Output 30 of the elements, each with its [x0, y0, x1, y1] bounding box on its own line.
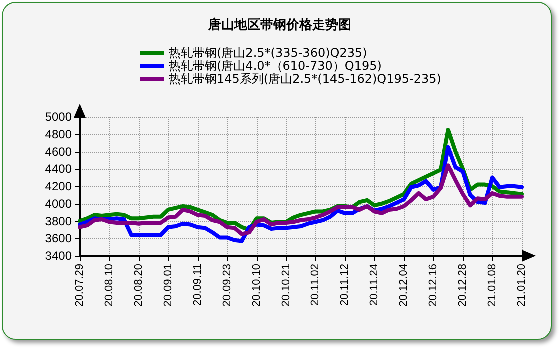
x-tick-label: 20.08.20: [132, 264, 145, 307]
y-tick-label: 4800: [45, 127, 72, 142]
x-tick-label: 20.09.23: [221, 264, 234, 307]
x-tick-label: 20.11.12: [339, 264, 352, 306]
y-tick-label: 3600: [45, 232, 72, 246]
chart-title: 唐山地区带钢价格走势图: [208, 17, 352, 33]
y-tick-label: 4600: [45, 144, 72, 159]
legend-label: 热轧带钢145系列(唐山2.5*(145-162)Q195-235): [169, 72, 442, 86]
x-tick-label: 20.07.29: [74, 264, 86, 307]
x-tick-label: 20.08.10: [103, 264, 116, 307]
y-tick-label: 4000: [45, 196, 72, 211]
x-tick-label: 20.09.11: [192, 264, 204, 306]
x-tick-label: 20.09.01: [162, 264, 174, 307]
x-tick-label: 21.01.08: [486, 264, 499, 307]
x-tick-label: 20.11.24: [368, 264, 381, 306]
y-tick-label: 3400: [45, 249, 72, 263]
y-tick-label: 3800: [45, 214, 72, 228]
line-series: [78, 164, 524, 236]
x-tick-label: 21.01.20: [516, 264, 528, 307]
x-tick-label: 20.10.21: [280, 264, 292, 307]
x-tick-label: 20.12.04: [398, 264, 410, 307]
legend-label: 热轧带钢(唐山2.5*(335-360)Q235): [169, 46, 368, 60]
y-tick-label: 5000: [45, 110, 72, 124]
y-tick-label: 4200: [45, 180, 72, 194]
x-tick-label: 20.11.02: [310, 264, 322, 306]
legend-label: 热轧带钢(唐山4.0*（610-730）Q195): [169, 59, 382, 73]
x-tick-label: 20.12.28: [457, 264, 470, 307]
y-tick-label: 4400: [45, 162, 72, 176]
x-tick-label: 20.12.16: [428, 264, 440, 307]
x-tick-label: 20.10.10: [250, 264, 263, 307]
